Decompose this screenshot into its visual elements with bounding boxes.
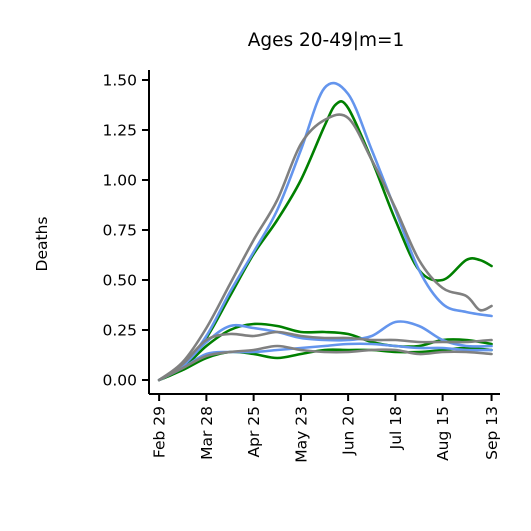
x-tick-label: Mar 28 <box>198 406 216 460</box>
y-ticks-layer: 0.00 0.25 0.50 0.75 1.00 1.25 1.50 <box>102 72 149 390</box>
x-tick-label: Feb 29 <box>151 406 169 458</box>
x-tick-label: Jun 20 <box>340 406 358 456</box>
series-line-7 <box>157 342 493 382</box>
series-layer <box>157 81 493 382</box>
series-line-1 <box>157 100 493 382</box>
series-line-9 <box>157 344 493 382</box>
series-line-2 <box>157 81 493 382</box>
chart-title: Ages 20-49|m=1 <box>248 30 405 51</box>
x-ticks-layer: Feb 29 Mar 28 Apr 25 May 23 Jun 20 Jul 18 Aug … <box>151 394 501 463</box>
axes-layer <box>148 70 500 395</box>
y-tick-label: 0.50 <box>102 272 137 290</box>
series-line-8 <box>157 330 493 382</box>
y-tick-label: 0.75 <box>102 222 137 240</box>
x-tick-label: May 23 <box>292 406 310 463</box>
y-tick-label: 1.00 <box>102 172 137 190</box>
x-tick-label: Sep 13 <box>483 406 501 460</box>
y-tick-label: 1.50 <box>102 72 137 90</box>
x-tick-label: Aug 15 <box>434 406 452 461</box>
y-tick-label: 0.25 <box>102 322 137 340</box>
x-tick-label: Jul 18 <box>387 406 405 450</box>
series-line-3 <box>157 113 493 382</box>
y-tick-label: 0.00 <box>102 372 137 390</box>
y-tick-label: 1.25 <box>102 122 137 140</box>
y-axis-label: Deaths <box>33 217 51 272</box>
x-tick-label: Apr 25 <box>245 406 263 457</box>
